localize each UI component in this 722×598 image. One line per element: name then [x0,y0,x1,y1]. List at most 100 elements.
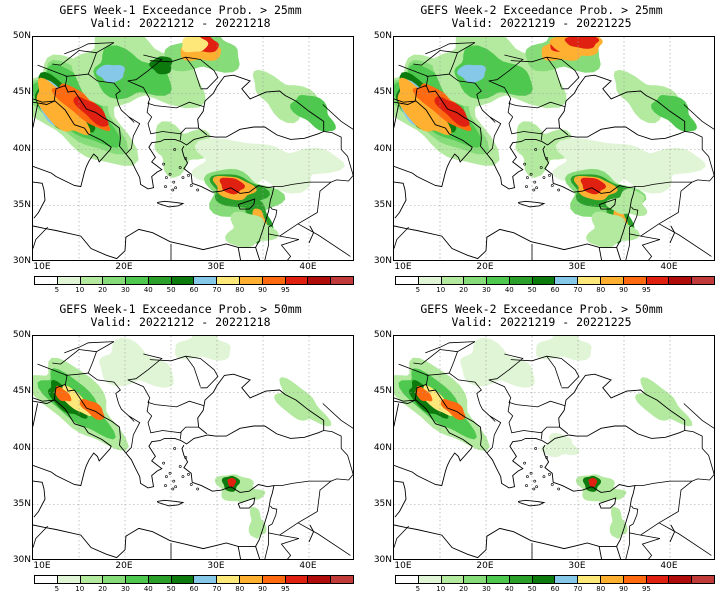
coastline [33,98,112,188]
colorbar-swatch [441,576,465,583]
country-border [426,372,496,422]
probability-contour [609,506,628,539]
country-border [629,206,639,228]
country-border [425,341,476,354]
colorbar-swatch [578,277,602,284]
country-border [398,64,429,87]
island [557,487,561,491]
lon-tick-label: 10E [33,561,51,571]
coastline [255,546,261,559]
colorbar-label: 90 [619,585,629,593]
probability-map [393,335,715,560]
colorbar-labels: 5 10 20 30 40 50 60 70 80 90 95 [34,585,354,595]
colorbar-label: 5 [54,286,60,294]
colorbar-label: 80 [235,585,245,593]
lat-tick-label: 40N [12,442,31,453]
island [548,472,551,476]
island [162,162,166,166]
colorbar-swatch [240,576,263,583]
probability-contour [651,95,697,132]
coastline [394,480,407,518]
colorbar-swatch [669,576,693,583]
country-border [510,56,580,90]
colorbar-label: 5 [415,286,421,294]
lat-tick-label: 30N [12,555,31,565]
probability-contour [586,211,640,249]
country-border [507,102,543,141]
lat-tick-label: 35N [373,199,392,210]
coastline [669,225,676,244]
country-border [658,522,712,556]
colorbar-label: 50 [166,286,176,294]
colorbar-swatch [601,576,624,583]
country-border [65,372,135,422]
coastline [598,247,602,260]
lat-tick-label: 40N [373,442,392,453]
coastline [394,74,686,190]
coastline [394,373,686,489]
colorbar-swatch [487,576,510,583]
country-border [629,505,639,527]
coastlines [33,341,353,559]
country-border [625,233,630,260]
coastline [156,499,185,507]
lat-tick-label: 30N [373,555,392,565]
country-border [127,379,205,408]
coastline [255,247,261,260]
island [534,148,538,151]
probability-contour [536,336,592,361]
lat-tick-label: 45N [373,386,392,397]
coastline [237,497,256,509]
lon-tick-label: 30E [207,561,225,571]
probability-contour [635,377,693,427]
island [168,471,172,475]
graticule [394,37,714,260]
probability-contour [248,506,267,539]
colorbar-swatch [555,576,579,583]
colorbar-swatch [578,576,602,583]
coastline [308,524,315,543]
colorbar-swatch [532,576,556,583]
country-border [37,363,68,386]
lon-tick-label: 40E [660,561,678,571]
coastline [616,546,622,559]
country-border [149,56,219,90]
lon-tick-label: 30E [207,262,225,272]
island [174,485,178,489]
country-border [507,401,543,440]
colorbar [34,575,354,584]
lat-tick-label: 35N [12,199,31,210]
colorbar-swatch [418,576,442,583]
colorbar-label: 40 [143,585,153,593]
country-border [540,426,560,434]
colorbar-label: 40 [143,286,153,294]
country-border [488,353,524,381]
coastline [308,225,315,244]
probability-contour [96,64,125,83]
probability-contour [236,483,266,503]
probability-contour [397,77,452,136]
colorbar-label: 95 [641,286,651,294]
country-border [413,50,458,66]
country-border [146,401,182,440]
probability-map [32,335,354,560]
colorbar-swatch [285,277,309,284]
country-border [413,349,458,365]
probability-contour [36,77,91,136]
island [535,485,539,489]
colorbar-swatch [331,277,353,284]
country-border [127,353,163,381]
country-border [125,415,141,454]
island [173,148,177,151]
colorbar-swatch [464,576,488,583]
coastline [237,247,241,260]
coastline [33,397,112,487]
country-border [52,50,97,66]
lat-tick-label: 30N [12,256,31,266]
map-panel-3: GEFS Week-1 Exceedance Prob. > 50mm Valid… [0,299,361,598]
map-canvas [394,336,714,559]
colorbar-label: 70 [212,585,222,593]
country-border [486,116,502,155]
country-border [425,42,476,55]
probability-contour [54,385,72,402]
